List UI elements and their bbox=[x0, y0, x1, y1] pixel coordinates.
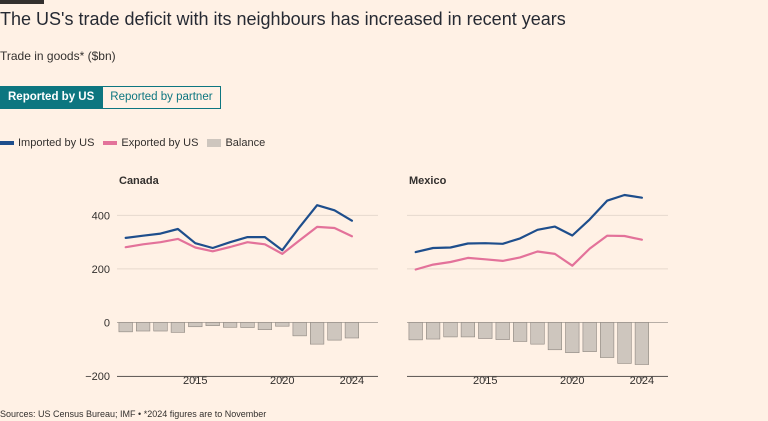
source-toggle: Reported by US Reported by partner bbox=[0, 86, 221, 109]
y-tick-label: −200 bbox=[85, 371, 110, 383]
balance-bar bbox=[530, 322, 545, 345]
panel-mexico: Mexico 2015 2020 2024 bbox=[407, 175, 668, 387]
y-tick-label: 400 bbox=[92, 210, 110, 222]
line-imported-canada bbox=[124, 204, 353, 252]
legend-item-exported: Exported by US bbox=[103, 137, 198, 149]
reported-by-partner-button[interactable]: Reported by partner bbox=[102, 86, 221, 109]
x-tick-label: 2024 bbox=[630, 375, 654, 387]
balance-bar bbox=[634, 322, 649, 365]
balance-bar bbox=[205, 322, 220, 326]
legend-label-exported: Exported by US bbox=[121, 137, 199, 149]
legend-swatch-balance bbox=[207, 139, 222, 147]
panel-title-canada: Canada bbox=[119, 175, 160, 187]
x-tick-label: 2024 bbox=[340, 375, 364, 387]
x-tick-label: 2015 bbox=[473, 375, 497, 387]
balance-bar bbox=[188, 322, 203, 328]
legend: Imported by US Exported by US Balance bbox=[0, 137, 274, 149]
balance-bar bbox=[327, 322, 342, 341]
line-exported-canada bbox=[124, 225, 353, 256]
legend-item-imported: Imported by US bbox=[0, 137, 94, 149]
panel-title-mexico: Mexico bbox=[409, 175, 447, 187]
balance-bar bbox=[257, 322, 272, 330]
balance-bar bbox=[292, 322, 307, 337]
legend-swatch-imported bbox=[0, 141, 14, 145]
balance-bar bbox=[136, 322, 151, 332]
reported-by-us-button[interactable]: Reported by US bbox=[0, 86, 103, 109]
balance-bar bbox=[310, 322, 325, 345]
y-tick-label: 0 bbox=[104, 317, 110, 329]
balance-bar bbox=[600, 322, 615, 358]
chart-subtitle: Trade in goods* ($bn) bbox=[0, 49, 116, 63]
charts-area: Canada −200 0 200 400 2015 2020 2024 Mexico 2015 2… bbox=[85, 175, 668, 387]
balance-bar bbox=[153, 322, 168, 332]
x-tick-label: 2020 bbox=[270, 375, 294, 387]
balance-bar bbox=[408, 322, 423, 341]
balance-bar bbox=[223, 322, 238, 328]
balance-bar bbox=[118, 322, 133, 333]
balance-bar bbox=[617, 322, 632, 364]
y-tick-label: 200 bbox=[92, 264, 110, 276]
balance-bar bbox=[275, 322, 290, 327]
legend-label-balance: Balance bbox=[225, 137, 266, 149]
line-exported-mexico bbox=[414, 234, 644, 271]
legend-label-imported: Imported by US bbox=[18, 137, 95, 149]
balance-bar bbox=[513, 322, 528, 342]
balance-bar bbox=[170, 322, 185, 333]
balance-bar bbox=[565, 322, 580, 354]
balance-bar bbox=[478, 322, 493, 339]
panel-canada: Canada −200 0 200 400 2015 2020 2024 bbox=[85, 175, 378, 387]
balance-bar bbox=[547, 322, 562, 351]
balance-bar bbox=[460, 322, 475, 338]
chart-title: The US's trade deficit with its neighbou… bbox=[0, 9, 566, 29]
x-tick-label: 2015 bbox=[183, 375, 207, 387]
balance-bar bbox=[240, 322, 255, 328]
balance-bar bbox=[344, 322, 359, 339]
line-imported-mexico bbox=[414, 193, 644, 254]
source-note: Sources: US Census Bureau; IMF • *2024 f… bbox=[0, 409, 267, 419]
x-tick-label: 2020 bbox=[560, 375, 584, 387]
balance-bar bbox=[495, 322, 510, 340]
balance-bar bbox=[582, 322, 597, 352]
legend-item-balance: Balance bbox=[207, 137, 265, 149]
top-accent-bar bbox=[0, 0, 44, 4]
balance-bar bbox=[426, 322, 441, 340]
legend-swatch-exported bbox=[103, 141, 118, 145]
balance-bar bbox=[443, 322, 458, 338]
